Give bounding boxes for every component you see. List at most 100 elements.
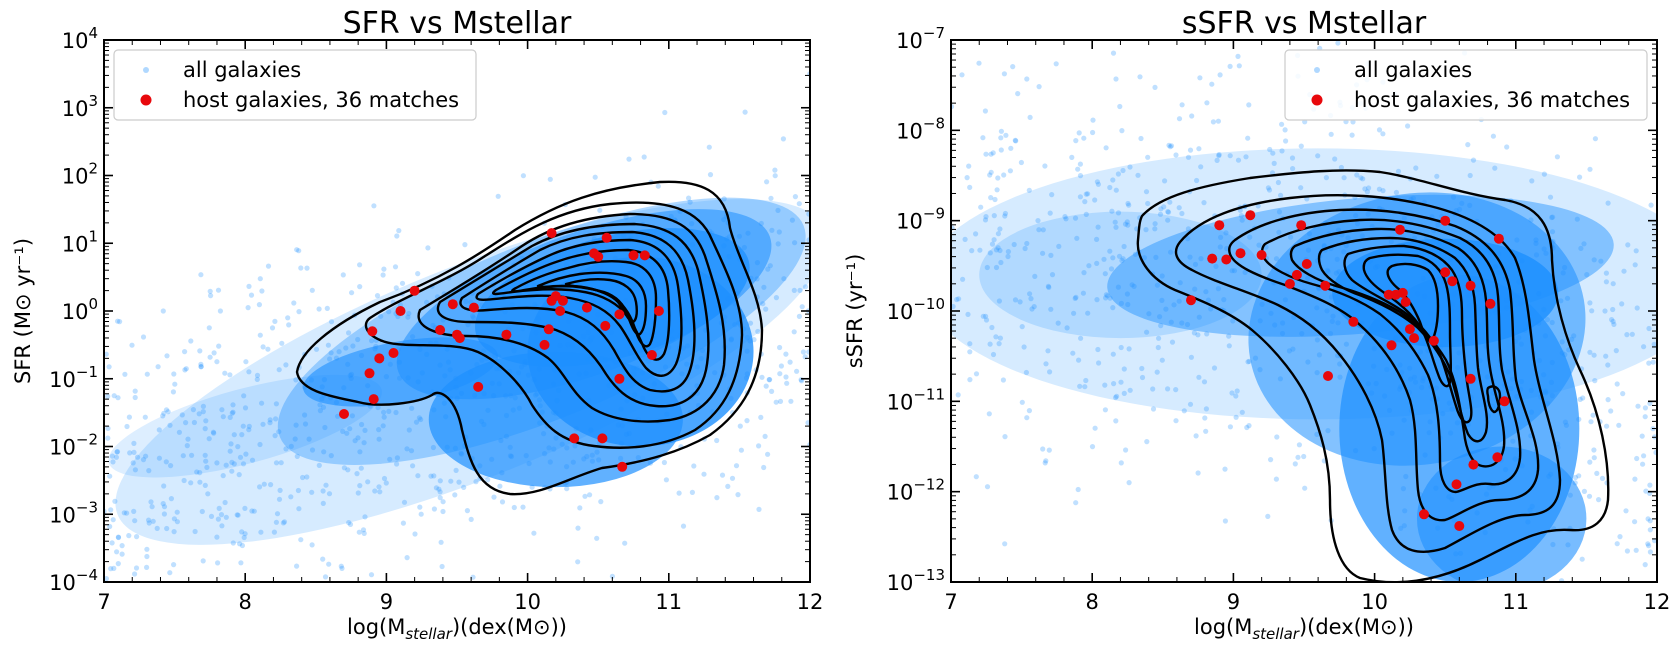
galaxy-point <box>996 341 1002 347</box>
galaxy-point <box>768 195 774 201</box>
galaxy-point <box>1306 231 1313 237</box>
galaxy-point <box>978 204 984 210</box>
galaxy-point <box>276 367 282 373</box>
galaxy-point <box>640 395 646 401</box>
galaxy-point <box>1127 387 1133 393</box>
galaxy-point <box>115 534 121 540</box>
galaxy-point <box>1185 236 1191 242</box>
galaxy-point <box>1528 217 1534 223</box>
galaxy-point <box>1549 229 1556 235</box>
galaxy-point <box>1596 497 1602 503</box>
galaxy-point <box>1279 148 1285 154</box>
galaxy-point <box>1095 346 1101 353</box>
galaxy-point <box>132 518 138 524</box>
galaxy-point <box>1413 165 1419 171</box>
density-blob <box>979 211 1262 339</box>
galaxy-point <box>1549 319 1555 326</box>
galaxy-point <box>183 366 189 372</box>
host-galaxy-point <box>1320 280 1331 291</box>
galaxy-point <box>104 351 109 357</box>
galaxy-point <box>1590 412 1596 418</box>
galaxy-point <box>1275 179 1281 186</box>
galaxy-point <box>1176 298 1182 304</box>
galaxy-point <box>401 499 408 505</box>
galaxy-point <box>993 264 1000 271</box>
contour-level-10 <box>1486 385 1502 414</box>
galaxy-point <box>115 318 121 324</box>
galaxy-point <box>628 350 634 356</box>
galaxy-point <box>1110 255 1116 261</box>
galaxy-point <box>1564 295 1571 301</box>
galaxy-point <box>1634 305 1640 311</box>
galaxy-point <box>755 328 761 335</box>
galaxy-point <box>988 169 994 175</box>
galaxy-point <box>1124 219 1130 225</box>
galaxy-point <box>1196 146 1202 152</box>
galaxy-point <box>208 293 214 299</box>
galaxy-point <box>1102 407 1108 413</box>
galaxy-point <box>108 566 114 572</box>
galaxy-point <box>566 318 572 324</box>
galaxy-point <box>1448 256 1454 262</box>
galaxy-point <box>1410 195 1416 201</box>
galaxy-point <box>679 371 685 377</box>
galaxy-point <box>184 443 190 449</box>
galaxy-point <box>383 480 389 486</box>
galaxy-point <box>1335 227 1342 233</box>
galaxy-point <box>1092 197 1098 203</box>
galaxy-point <box>714 437 720 444</box>
galaxy-point <box>381 409 387 415</box>
galaxy-point <box>372 346 378 352</box>
contour-level-9 <box>1386 262 1440 342</box>
galaxy-point <box>1505 369 1511 375</box>
galaxy-point <box>160 413 166 419</box>
galaxy-point <box>283 362 289 368</box>
galaxy-point <box>597 301 603 307</box>
galaxy-point <box>1646 360 1652 366</box>
galaxy-point <box>1384 366 1390 373</box>
galaxy-point <box>203 418 209 424</box>
galaxy-point <box>1101 256 1107 262</box>
legend-label-host-galaxies: host galaxies, 36 matches <box>183 88 459 112</box>
galaxy-point <box>295 487 301 494</box>
galaxy-point <box>268 482 274 488</box>
galaxy-point <box>1587 349 1593 355</box>
galaxy-point <box>304 265 310 271</box>
galaxy-point <box>197 470 203 476</box>
galaxy-point <box>1478 306 1484 312</box>
galaxy-point <box>676 490 682 496</box>
host-galaxy-point <box>1397 287 1408 298</box>
galaxy-point <box>1578 245 1584 251</box>
galaxy-point <box>381 266 387 272</box>
galaxy-point <box>1325 268 1331 275</box>
galaxy-point <box>1157 211 1164 217</box>
galaxy-point <box>143 453 149 459</box>
galaxy-point <box>1350 119 1356 125</box>
galaxy-point <box>1127 164 1133 170</box>
galaxy-point <box>340 428 346 434</box>
host-galaxy-point <box>1256 250 1267 260</box>
galaxy-point <box>1024 76 1030 82</box>
galaxy-point <box>309 447 316 453</box>
galaxy-point <box>591 236 597 242</box>
galaxy-point <box>726 234 732 240</box>
galaxy-point <box>789 217 796 223</box>
galaxy-point <box>1179 102 1185 108</box>
x-tick-label: 12 <box>1644 590 1671 614</box>
galaxy-point <box>1455 365 1461 371</box>
contour-level-4 <box>1261 218 1522 494</box>
galaxy-point <box>405 375 411 381</box>
galaxy-point <box>1171 302 1177 308</box>
galaxy-point <box>791 329 797 335</box>
galaxy-point <box>631 365 637 371</box>
galaxy-point <box>189 452 195 458</box>
galaxy-point <box>1504 297 1510 303</box>
galaxy-point <box>1202 415 1208 421</box>
galaxy-point <box>348 371 355 377</box>
galaxy-point <box>1075 486 1081 493</box>
galaxy-point <box>235 444 241 450</box>
galaxy-point <box>724 236 730 242</box>
galaxy-point <box>1123 447 1129 453</box>
galaxy-point <box>216 505 222 511</box>
